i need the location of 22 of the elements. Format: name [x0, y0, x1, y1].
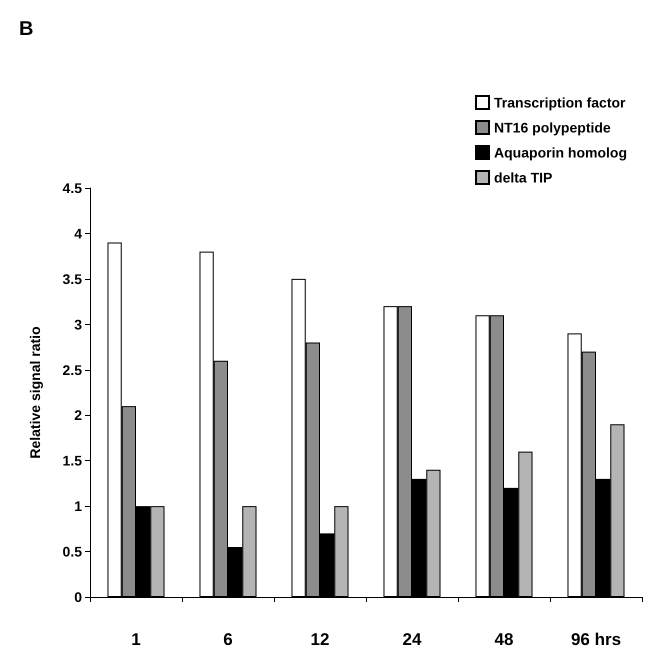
legend-label: NT16 polypeptide	[494, 120, 611, 136]
legend-label: Aquaporin homolog	[494, 144, 628, 160]
y-tick-label: 3	[74, 316, 82, 332]
legend-label: Transcription factor	[494, 94, 626, 110]
y-tick-label: 1	[74, 498, 82, 514]
y-tick-label: 2.5	[62, 362, 82, 378]
legend-label: delta TIP	[494, 170, 552, 186]
chart-title: B	[19, 18, 34, 40]
y-tick-label: 4.5	[62, 180, 82, 196]
x-tick-label: 6	[223, 630, 233, 648]
y-tick-label: 2	[74, 407, 82, 424]
x-tick-label: 96 hrs	[570, 630, 622, 648]
x-tick-label: 24	[402, 630, 422, 648]
x-tick-label: 12	[310, 630, 330, 648]
y-tick-label: 0	[74, 589, 82, 605]
y-axis-title: Relative signal ratio	[27, 326, 43, 459]
y-tick-label: 1.5	[62, 452, 82, 469]
x-tick-label: 1	[131, 630, 141, 648]
x-tick-label: 48	[494, 630, 514, 648]
y-tick-label: 0.5	[62, 544, 82, 560]
y-tick-label: 3.5	[62, 270, 82, 287]
y-tick-label: 4	[74, 225, 82, 242]
